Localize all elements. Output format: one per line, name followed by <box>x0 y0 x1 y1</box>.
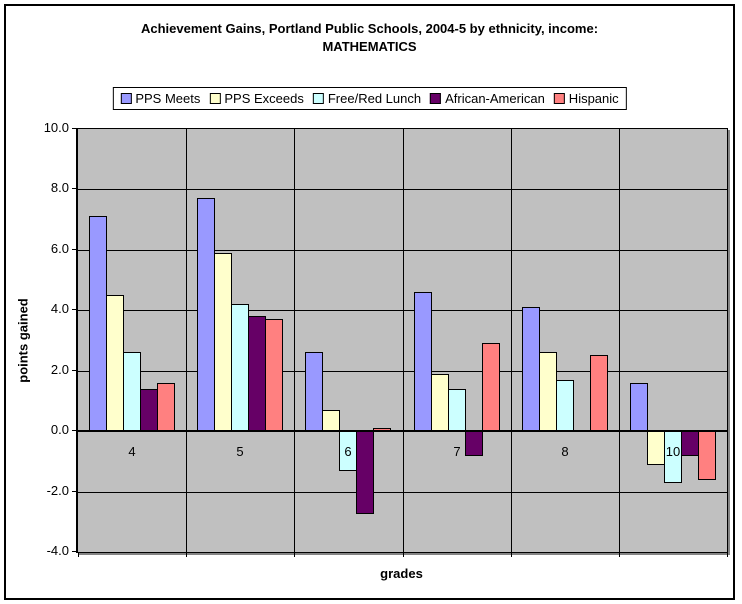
gridline <box>78 492 727 493</box>
y-tick-mark <box>72 249 78 250</box>
bar <box>664 431 682 483</box>
y-tick-label: 10.0 <box>43 120 69 135</box>
x-tick-mark <box>727 553 728 557</box>
y-tick-label: 4.0 <box>50 301 69 316</box>
chart-frame: Achievement Gains, Portland Public Schoo… <box>4 4 735 600</box>
legend-item: Hispanic <box>553 91 619 106</box>
bar <box>265 319 283 431</box>
legend: PPS Meets PPS Exceeds Free/Red Lunch Africa… <box>112 87 627 110</box>
x-tick-mark <box>186 553 187 557</box>
x-tick-mark <box>511 553 512 557</box>
x-tick-mark <box>294 553 295 557</box>
bar <box>431 374 449 431</box>
legend-label: African-American <box>445 91 545 106</box>
y-tick-label: 6.0 <box>50 241 69 256</box>
bar <box>231 304 249 431</box>
bar <box>539 352 557 431</box>
bar <box>356 431 374 514</box>
bar <box>590 355 608 431</box>
bar <box>465 431 483 456</box>
plot-area: 4 5 6 7 8 10 <box>76 128 728 553</box>
gridline <box>78 371 727 372</box>
bar <box>522 307 540 431</box>
bar <box>414 292 432 431</box>
bar <box>106 295 124 431</box>
category-label: 8 <box>561 444 569 459</box>
gridline <box>78 250 727 251</box>
y-tick-mark <box>72 309 78 310</box>
category-label: 10 <box>665 444 681 459</box>
y-axis-title: points gained <box>15 298 31 383</box>
y-tick-mark <box>72 491 78 492</box>
legend-swatch <box>120 93 132 104</box>
category-label: 7 <box>453 444 461 459</box>
bar <box>322 410 340 431</box>
x-axis-title: grades <box>380 566 423 581</box>
y-tick-mark <box>72 188 78 189</box>
y-tick-label: 0.0 <box>50 422 69 437</box>
y-tick-mark <box>72 430 78 431</box>
bar <box>556 380 574 431</box>
category-separator <box>619 129 620 552</box>
bar <box>630 383 648 431</box>
bar <box>197 198 215 431</box>
bar <box>157 383 175 431</box>
legend-item: PPS Meets <box>120 91 200 106</box>
legend-label: PPS Meets <box>135 91 201 106</box>
legend-swatch <box>312 93 324 104</box>
x-tick-mark <box>403 553 404 557</box>
bar <box>248 316 266 431</box>
bar <box>482 343 500 431</box>
category-separator <box>511 129 512 552</box>
bar <box>698 431 716 480</box>
y-tick-label: 2.0 <box>50 362 69 377</box>
legend-item: PPS Exceeds <box>209 91 304 106</box>
bar <box>373 428 391 431</box>
chart-title: Achievement Gains, Portland Public Schoo… <box>6 20 733 56</box>
category-label: 6 <box>344 444 352 459</box>
gridline <box>78 189 727 190</box>
legend-swatch <box>553 93 565 104</box>
category-label: 4 <box>128 444 136 459</box>
legend-label: Hispanic <box>568 91 619 106</box>
y-tick-label: -2.0 <box>46 483 69 498</box>
legend-swatch <box>209 93 221 104</box>
legend-item: African-American <box>430 91 545 106</box>
bar <box>140 389 158 431</box>
x-tick-mark <box>619 553 620 557</box>
y-tick-mark <box>72 370 78 371</box>
y-tick-mark <box>72 551 78 552</box>
x-tick-mark <box>78 553 79 557</box>
legend-swatch <box>430 93 442 104</box>
legend-item: Free/Red Lunch <box>312 91 422 106</box>
bar <box>89 216 107 431</box>
y-tick-label: -4.0 <box>46 543 69 558</box>
legend-label: Free/Red Lunch <box>327 91 422 106</box>
category-separator <box>186 129 187 552</box>
legend-label: PPS Exceeds <box>224 91 304 106</box>
chart-title-line1: Achievement Gains, Portland Public Schoo… <box>140 21 599 36</box>
bar <box>448 389 466 431</box>
category-label: 5 <box>236 444 244 459</box>
category-separator <box>294 129 295 552</box>
gridline <box>78 310 727 311</box>
y-tick-mark <box>72 128 78 129</box>
category-separator <box>403 129 404 552</box>
bar <box>305 352 323 431</box>
bar <box>214 253 232 431</box>
y-tick-label: 8.0 <box>50 180 69 195</box>
chart-title-line2: MATHEMATICS <box>322 39 417 54</box>
bar <box>123 352 141 431</box>
zero-axis-line <box>78 430 727 432</box>
